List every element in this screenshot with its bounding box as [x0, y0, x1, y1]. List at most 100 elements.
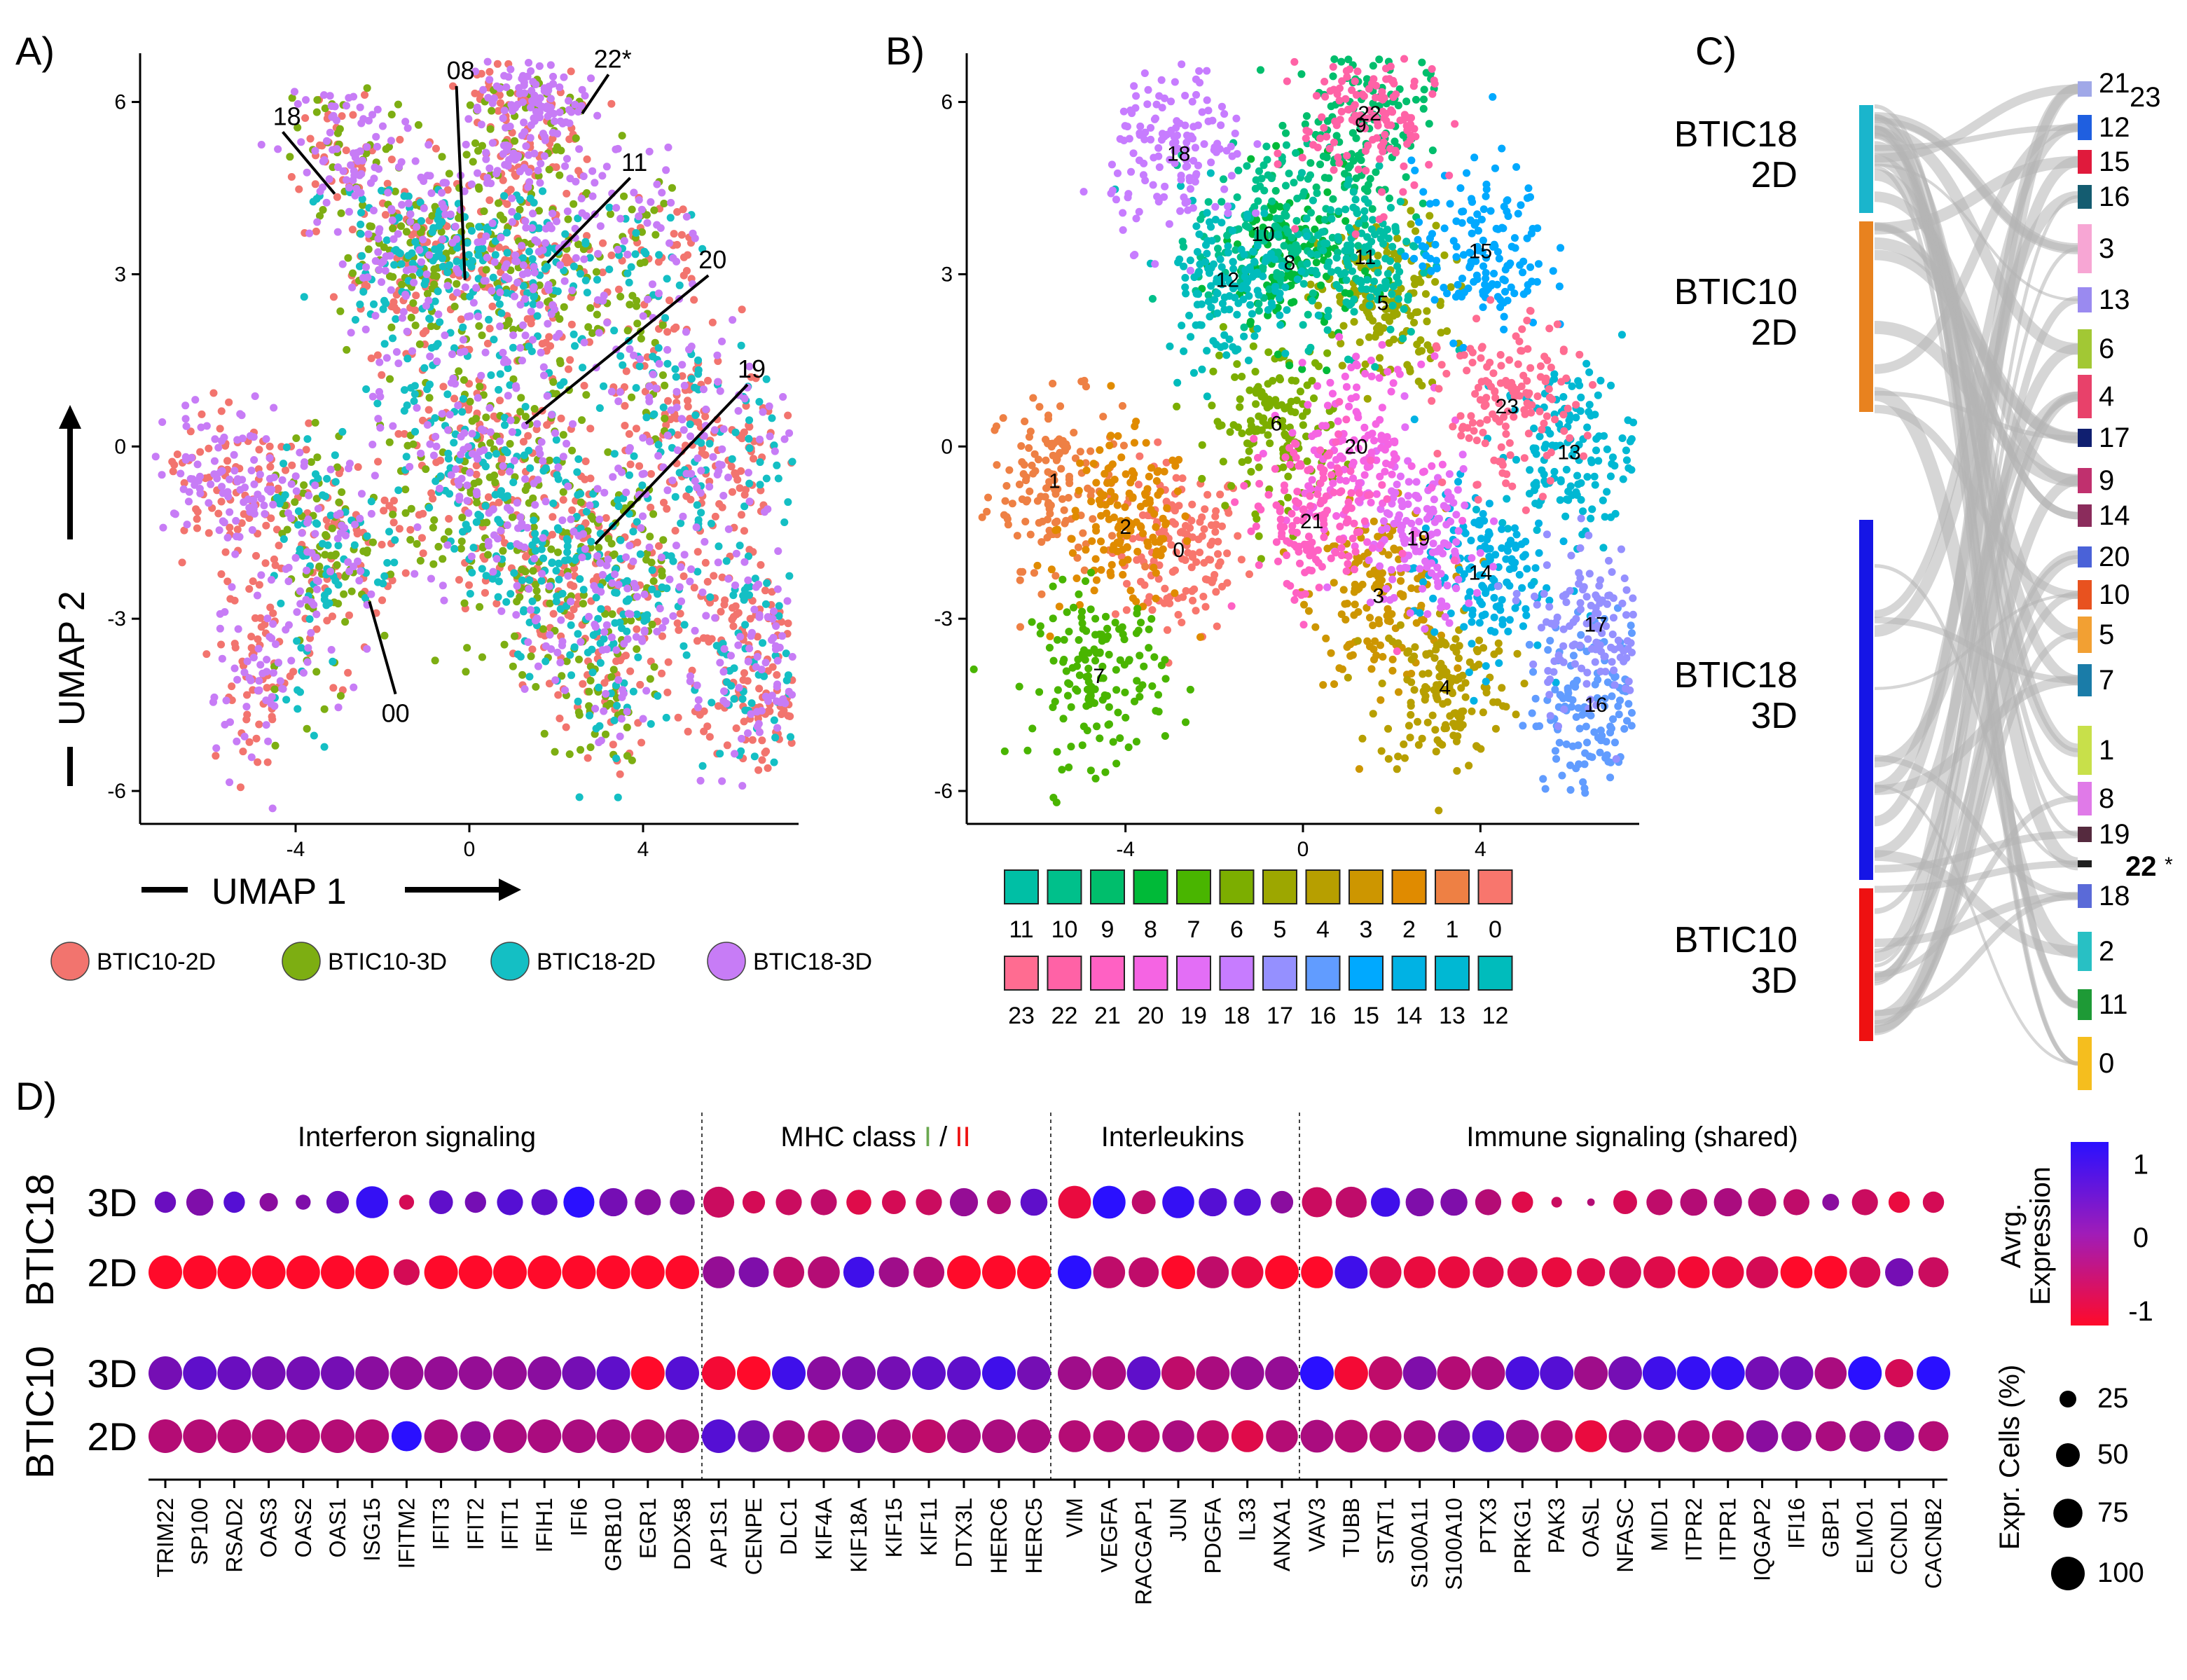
dot	[356, 1186, 388, 1218]
dot	[947, 1419, 981, 1453]
group-title-part: MHC class	[780, 1122, 923, 1152]
target-label-6: 6	[2099, 333, 2114, 364]
cluster-label-21: 21	[1300, 510, 1323, 533]
dot	[1888, 1191, 1910, 1213]
legend-box-label-17: 17	[1267, 1003, 1293, 1029]
gene-label: IFITM2	[394, 1498, 419, 1569]
dot	[1334, 1255, 1368, 1289]
cluster-points-14	[1407, 415, 1594, 705]
dot	[1369, 1420, 1402, 1452]
dot	[223, 1191, 245, 1213]
row-labels: 3D 2D 3D 2D BTIC18 BTIC10	[18, 1173, 137, 1479]
dot	[772, 1356, 806, 1390]
dot	[1676, 1356, 1711, 1390]
dot	[1884, 1421, 1915, 1452]
dot	[1643, 1256, 1676, 1288]
dot	[1093, 1420, 1126, 1452]
legend-box-label-9: 9	[1101, 916, 1115, 943]
dot	[1540, 1420, 1573, 1452]
gene-label: VAV3	[1304, 1498, 1330, 1552]
y-tick-label: 3	[941, 263, 953, 286]
gene-label: CACNB2	[1921, 1498, 1946, 1589]
dot	[1608, 1419, 1642, 1453]
gene-label: RACGAP1	[1131, 1498, 1157, 1605]
dot	[1402, 1356, 1437, 1390]
dot	[321, 1356, 354, 1390]
cluster-label-16: 16	[1584, 694, 1607, 717]
dot	[1161, 1356, 1195, 1390]
dot	[429, 1190, 453, 1214]
callout-line	[368, 601, 397, 695]
dot	[1711, 1256, 1744, 1288]
legend-box-label-4: 4	[1316, 916, 1330, 943]
dot	[149, 1356, 182, 1390]
target-node-8	[2078, 782, 2092, 815]
gene-label: JUN	[1166, 1498, 1191, 1541]
source-label: BTIC10	[1674, 920, 1798, 961]
legend-box-label-20: 20	[1138, 1003, 1164, 1029]
target-node-14	[2078, 504, 2092, 527]
dot	[1781, 1421, 1812, 1452]
dot	[458, 1255, 492, 1289]
gene-label: ITPR1	[1716, 1498, 1741, 1562]
legend-box-5	[1262, 869, 1297, 904]
source-label: BTIC10	[1674, 272, 1798, 312]
callout-line	[525, 274, 710, 425]
cluster-label-12: 12	[1216, 269, 1239, 292]
gene-label: CENPE	[741, 1498, 766, 1575]
dot	[1505, 1419, 1539, 1453]
panel-d-dotplot: Interferon signaling MHC class I / II Inte…	[18, 1113, 2153, 1605]
cluster-points-18	[1079, 60, 1262, 275]
cluster-label-23: 23	[1496, 395, 1519, 418]
gene-label: MID1	[1647, 1498, 1672, 1551]
gene-label: ISG15	[359, 1498, 385, 1562]
target-node-9	[2078, 468, 2092, 493]
dot	[982, 1356, 1016, 1390]
cluster-points-12	[1111, 169, 1323, 401]
dot	[1748, 1187, 1776, 1217]
dot	[1370, 1187, 1400, 1217]
dot	[665, 1356, 699, 1390]
dot	[882, 1190, 906, 1214]
dot	[877, 1419, 911, 1453]
callout-22*: 22*	[594, 44, 632, 73]
cluster-label-5: 5	[1377, 291, 1389, 315]
dot	[1017, 1419, 1051, 1453]
target-node-7	[2078, 664, 2092, 696]
dot	[1058, 1185, 1091, 1219]
panel-a-callouts: 18 08 22* 11 20 19 00	[273, 44, 766, 727]
dot	[1471, 1356, 1505, 1390]
dot	[1234, 1188, 1261, 1216]
target-node-22	[2078, 860, 2092, 867]
callout-18: 18	[273, 102, 301, 130]
target-node-10	[2078, 580, 2092, 610]
target-node-4	[2078, 375, 2092, 418]
source-sublabel: 2D	[1751, 155, 1798, 195]
source-label: BTIC18	[1674, 114, 1798, 155]
dot	[1440, 1188, 1468, 1216]
target-label-17: 17	[2099, 422, 2130, 453]
sankey-link	[1874, 675, 2078, 795]
callout-line	[546, 177, 632, 264]
dot	[1092, 1356, 1126, 1390]
dot	[1814, 1255, 1847, 1289]
legend-box-label-3: 3	[1360, 916, 1373, 943]
target-node-19	[2078, 827, 2092, 842]
gene-label: IFIH1	[532, 1498, 557, 1552]
dot	[742, 1190, 766, 1214]
gene-label: IFI6	[566, 1498, 591, 1536]
target-star: *	[2165, 853, 2173, 876]
dot	[703, 1186, 735, 1218]
y-tick-label: 6	[114, 91, 126, 114]
gene-label: KIF15	[881, 1498, 906, 1557]
sankey-link	[1874, 755, 2078, 900]
panel-a-legend: BTIC10-2D BTIC10-3D BTIC18-2D BTIC18-3D	[50, 942, 872, 981]
legend-box-label-16: 16	[1310, 1003, 1337, 1029]
dot	[1643, 1420, 1676, 1452]
group-separators	[701, 1113, 1300, 1480]
dot	[493, 1419, 527, 1453]
cluster-points-23	[1428, 296, 1597, 514]
